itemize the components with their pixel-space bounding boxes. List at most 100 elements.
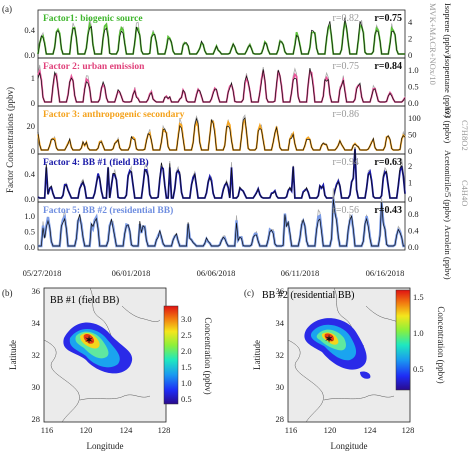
concentration-hotspot: [83, 333, 95, 344]
map-y-tick: 32: [276, 350, 285, 360]
left-tick-label: 0: [31, 146, 35, 156]
concentration-hotspot: [324, 333, 334, 342]
right-tick-label: 0: [408, 146, 412, 156]
r-value-gray: r=0.94: [333, 157, 359, 168]
colorbar-tick: 2.0: [181, 346, 192, 356]
colorbar-label: Concentration (ppbv): [436, 306, 446, 383]
right-gray-label: C4H4O: [460, 180, 470, 206]
tracer-line-black: [38, 199, 405, 247]
factor-title: Factor1: biogenic source: [43, 14, 143, 24]
right-tick-label: 0.5: [408, 82, 419, 92]
left-tick-label: 0.4: [24, 25, 35, 35]
r-value-gray: r=0.82: [333, 13, 359, 24]
right-label-factor4: Acetonitrile/5 (ppbv): [443, 150, 453, 222]
colorbar: [163, 305, 179, 405]
x-tick-label: 06/16/2018: [366, 268, 405, 278]
right-tick-label: 50: [408, 130, 417, 140]
r-value-black: r=0.84: [374, 61, 402, 72]
map-title: BB #1 (field BB): [50, 295, 119, 306]
tracer-line-black: [37, 147, 406, 199]
tracer-line-black: [37, 68, 406, 103]
x-tick-label: 06/11/2018: [281, 268, 319, 278]
right-tick-label: 2: [408, 34, 412, 44]
panel-label-a: (a): [2, 4, 12, 14]
map-x-tick: 120: [80, 425, 93, 435]
colorbar-tick: 2.5: [181, 330, 192, 340]
province-boundary: [43, 339, 80, 423]
right-tick-label: 0.0: [408, 98, 419, 108]
r-value-gray: r=0.56: [333, 205, 359, 216]
right-label-factor1: Isoprene (ppbv): [443, 3, 453, 57]
map-x-tick: 116: [41, 425, 53, 435]
map-panel-b: BB #1 (field BB) ✶ 116 120 124 128 36 34…: [8, 286, 213, 451]
map-x-tick: 124: [364, 425, 378, 435]
map-x-tick: 120: [324, 425, 337, 435]
tracer-line-black: [37, 116, 406, 151]
factor-title: Factor 3: anthropogenic secondary: [43, 110, 185, 120]
province-boundary: [323, 394, 395, 401]
tracer-line-black: [37, 17, 405, 55]
colorbar-tick: 1.5: [181, 362, 192, 372]
r-value-black: r=0.43: [374, 205, 402, 216]
left-tick-label: 0.5: [24, 227, 35, 237]
factor-panel: Factor 5: BB #2 (residential BB) r=0.56 r=…: [24, 188, 419, 252]
map-x-tick: 128: [158, 425, 171, 435]
station-marker-icon: ✶: [324, 332, 334, 346]
left-tick-label: 0: [31, 98, 35, 108]
tracer-line-gray: [37, 114, 406, 151]
map-x-tick: 128: [402, 425, 415, 435]
colorbar-tick: 0.5: [413, 364, 424, 374]
right-gray-label: C7H8O2: [460, 120, 470, 151]
left-tick-label: 0.0: [24, 50, 35, 60]
map-x-tick: 124: [120, 425, 134, 435]
time-series-panels: Factor1: biogenic source r=0.82 r=0.75 0.4 0…: [24, 9, 421, 252]
colorbar-tick: 1.0: [181, 378, 192, 388]
map-y-tick: 28: [32, 414, 41, 424]
right-tick-label: 4: [408, 17, 413, 27]
map-panel-c: BB #2 (residential BB) ✶ 116 120 124 128…: [252, 286, 446, 451]
right-tick-label: 0: [408, 194, 412, 204]
r-value-gray: r=0.75: [333, 61, 359, 72]
right-tick-label: 2: [408, 161, 412, 171]
province-boundary: [287, 339, 324, 423]
map-y-tick: 30: [32, 382, 41, 392]
r-value-black: r=0.63: [374, 157, 402, 168]
x-tick-label: 06/01/2018: [112, 268, 151, 278]
colorbar-tick: 0.5: [181, 394, 192, 404]
colorbar-tick: 1.0: [413, 328, 424, 338]
right-tick-label: 0.4: [408, 226, 419, 236]
map-title: BB #2 (residential BB): [262, 290, 355, 301]
map-y-tick: 32: [32, 350, 41, 360]
province-boundary: [79, 394, 151, 401]
time-axis-ticks: 05/27/2018 06/01/2018 06/06/2018 06/11/2…: [23, 268, 405, 278]
right-label-factor3: O3 (ppbv): [443, 108, 453, 143]
x-tick-label: 05/27/2018: [23, 268, 62, 278]
right-label-factor2: Isopentane (ppbv): [443, 56, 453, 118]
map-x-tick: 116: [285, 425, 297, 435]
panel-label-b: (b): [2, 288, 13, 298]
left-tick-label: 0.0: [24, 194, 35, 204]
left-tick-label: 1.0: [24, 211, 35, 221]
map-y-tick: 30: [276, 382, 285, 392]
right-tick-label: 100: [408, 113, 421, 123]
right-label-factor5: Acrolein (ppbv): [443, 225, 453, 280]
r-value-gray: r=0.86: [333, 109, 359, 120]
station-marker-icon: ✶: [84, 333, 94, 347]
factor-panel: Factor 3: anthropogenic secondary r=0.86 2…: [27, 105, 421, 156]
right-tick-label: 1.0: [408, 65, 419, 75]
factor-line: [37, 20, 405, 55]
colorbar-label: Concentration (ppbv): [203, 317, 213, 394]
right-gray-label: MVK+MACR+NOx/10: [428, 3, 438, 85]
right-tick-label: 1: [408, 178, 412, 188]
map-y-label: Latitude: [8, 340, 18, 370]
panel-label-c: (c): [244, 288, 254, 298]
factor-panel: Factor 2: urban emission r=0.75 r=0.84 1 0 1.…: [31, 57, 419, 108]
map-y-tick: 34: [276, 318, 285, 328]
right-axis-labels: MVK+MACR+NOx/10 Isoprene (ppbv) Isopenta…: [428, 3, 470, 280]
left-axis-label: Factor Concentrations (ppbv): [5, 87, 15, 193]
coastline: [121, 305, 161, 322]
map-y-tick: 28: [276, 414, 285, 424]
map-x-label: Longitude: [331, 441, 368, 451]
map-x-label: Longitude: [87, 441, 124, 451]
